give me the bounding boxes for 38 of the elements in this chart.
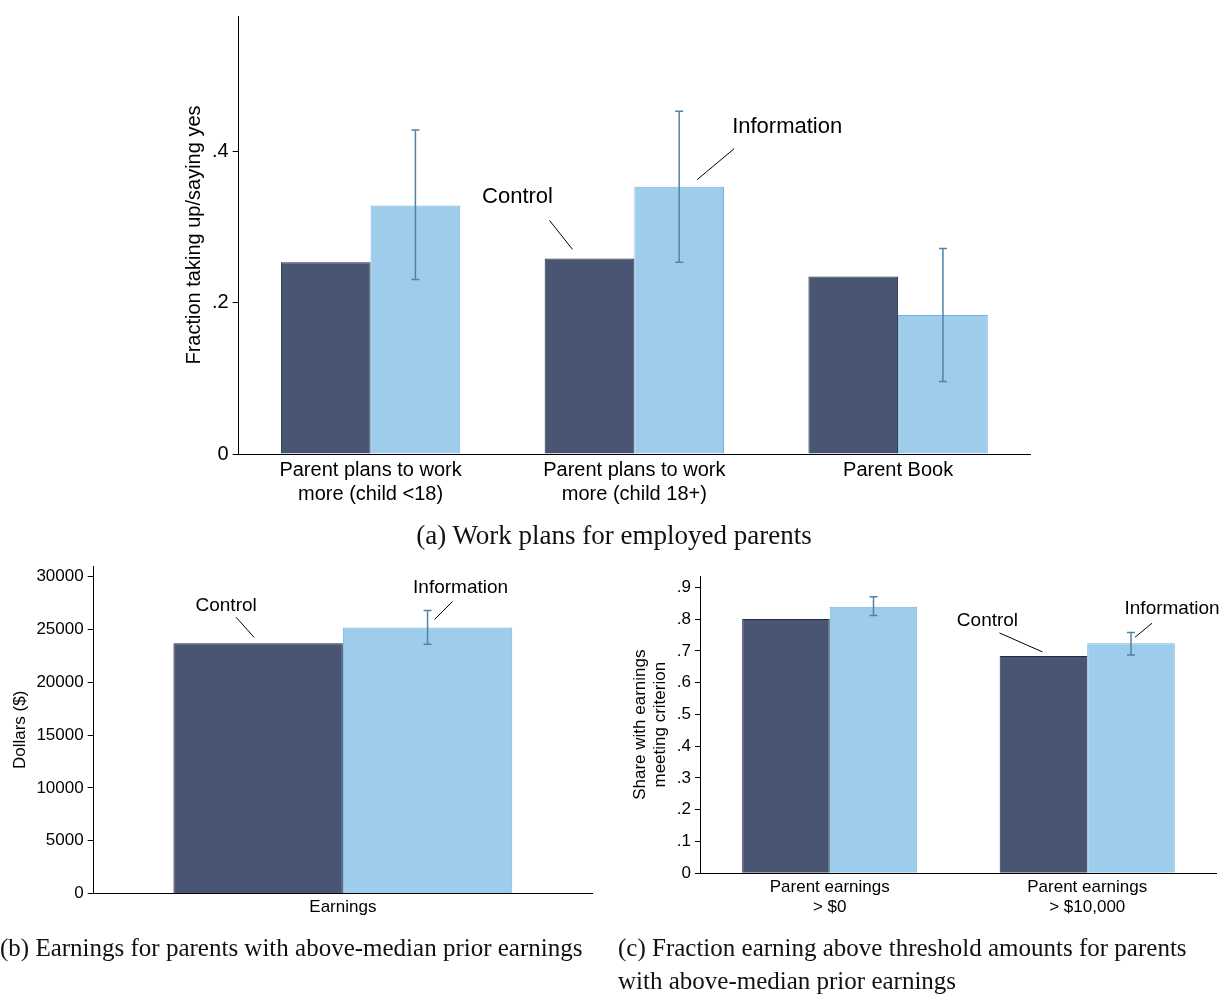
y-tick-label: 10000	[36, 777, 84, 797]
annotation: Control	[956, 609, 1019, 631]
y-tick-label: .2	[676, 799, 691, 819]
y-axis-title: Dollars ($)	[9, 690, 29, 770]
y-tick-label: 0	[74, 883, 84, 903]
y-tick-label: 15000	[36, 724, 84, 744]
y-tick-label: 30000	[36, 566, 84, 586]
annotation: Control	[482, 183, 553, 209]
y-tick-label: 0	[217, 441, 229, 464]
x-tick-label: Parent Book	[843, 457, 955, 480]
y-axis-title: Share with earnings meeting criterion	[629, 649, 670, 800]
y-tick-label: .3	[676, 767, 691, 787]
text: (a) Work plans for employed parents	[415, 519, 813, 552]
y-tick-label: .8	[676, 608, 691, 628]
annotation: Information	[1124, 597, 1220, 619]
y-axis-title: Fraction taking up/saying yes	[181, 105, 204, 365]
y-tick-label: 0	[681, 862, 691, 882]
y-tick-label: .7	[676, 640, 691, 660]
y-tick-label: .2	[211, 290, 229, 313]
y-tick-label: .6	[676, 672, 691, 692]
y-tick-label: 20000	[36, 672, 84, 692]
y-tick-label: 5000	[45, 830, 84, 850]
y-tick-label: .5	[676, 704, 691, 724]
annotation: Information	[732, 112, 843, 138]
x-tick-label: Parent plans to work more (child 18+)	[543, 457, 727, 504]
y-tick-label: .4	[676, 735, 691, 755]
y-tick-label: .9	[676, 577, 691, 597]
annotation: Control	[195, 593, 257, 615]
x-tick-label: Parent earnings > $0	[769, 877, 890, 917]
text: (b) Earnings for parents with above-median prior earnings	[0, 933, 584, 964]
annotation: Information	[413, 575, 509, 597]
y-tick-label: 25000	[36, 619, 84, 639]
x-tick-label: Parent plans to work more (child <18)	[279, 457, 463, 504]
x-tick-label: Parent earnings > $10,000	[1027, 877, 1148, 917]
y-tick-label: .4	[211, 139, 229, 162]
text: (c) Fraction earning above threshold amounts for parents with above-median prior earnings	[618, 933, 1188, 996]
y-tick-label: .1	[676, 831, 691, 851]
x-tick-label: Earnings	[309, 897, 377, 917]
